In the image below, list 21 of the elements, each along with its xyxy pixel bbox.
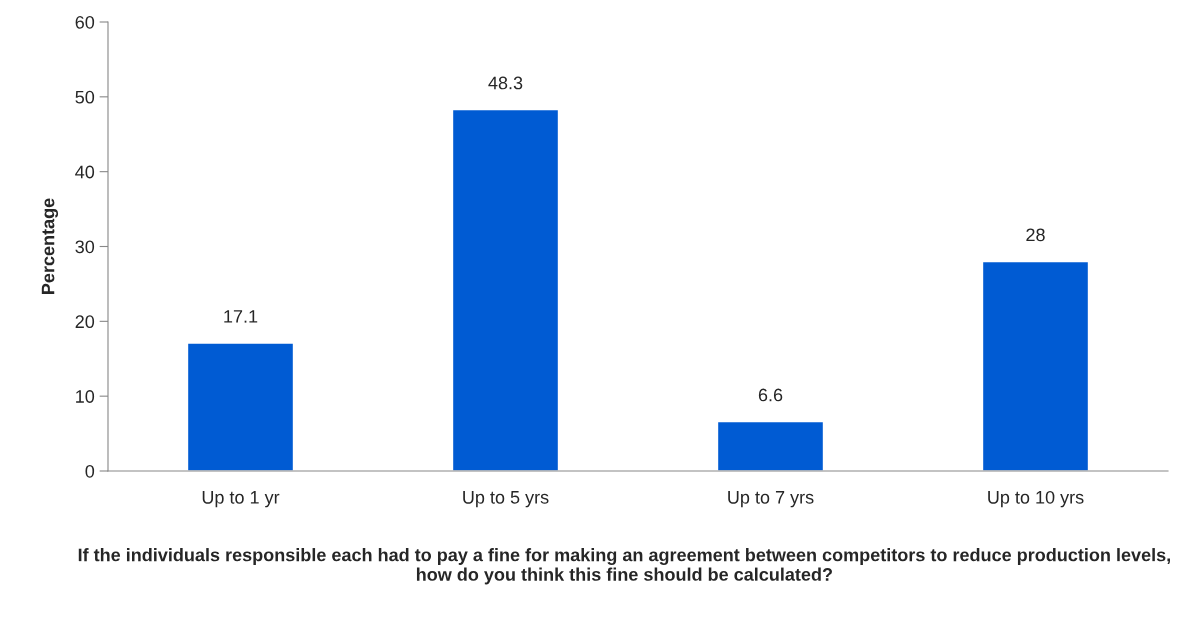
y-axis-title: Percentage <box>41 198 59 294</box>
y-tick-label: 40 <box>75 165 95 179</box>
x-tick-label: Up to 7 yrs <box>728 491 814 508</box>
data-label: 6.6 <box>758 388 783 402</box>
bar <box>451 108 560 471</box>
data-label: 28 <box>1026 228 1045 242</box>
y-tick-label: 30 <box>75 240 95 254</box>
bar <box>716 420 825 471</box>
x-tick-label: Up to 1 yr <box>202 491 280 508</box>
bar <box>186 342 295 471</box>
y-tick-label: 10 <box>76 390 95 403</box>
data-label: 48.3 <box>488 76 523 90</box>
x-axis-title: If the individuals responsible each had to pay a fine for making an agreement between competitors to reduce production levels, how do you think this fine should be calculated? <box>78 548 1170 585</box>
x-tick-label: Up to 5 yrs <box>463 491 549 508</box>
y-tick-label: 50 <box>75 90 95 104</box>
data-label: 17.1 <box>224 310 258 323</box>
bar <box>981 260 1090 471</box>
y-tick-label: 20 <box>75 315 95 329</box>
y-tick-label: 60 <box>75 15 95 29</box>
x-tick-label: Up to 10 yrs <box>988 490 1084 508</box>
y-tick-label: 0 <box>85 464 95 478</box>
